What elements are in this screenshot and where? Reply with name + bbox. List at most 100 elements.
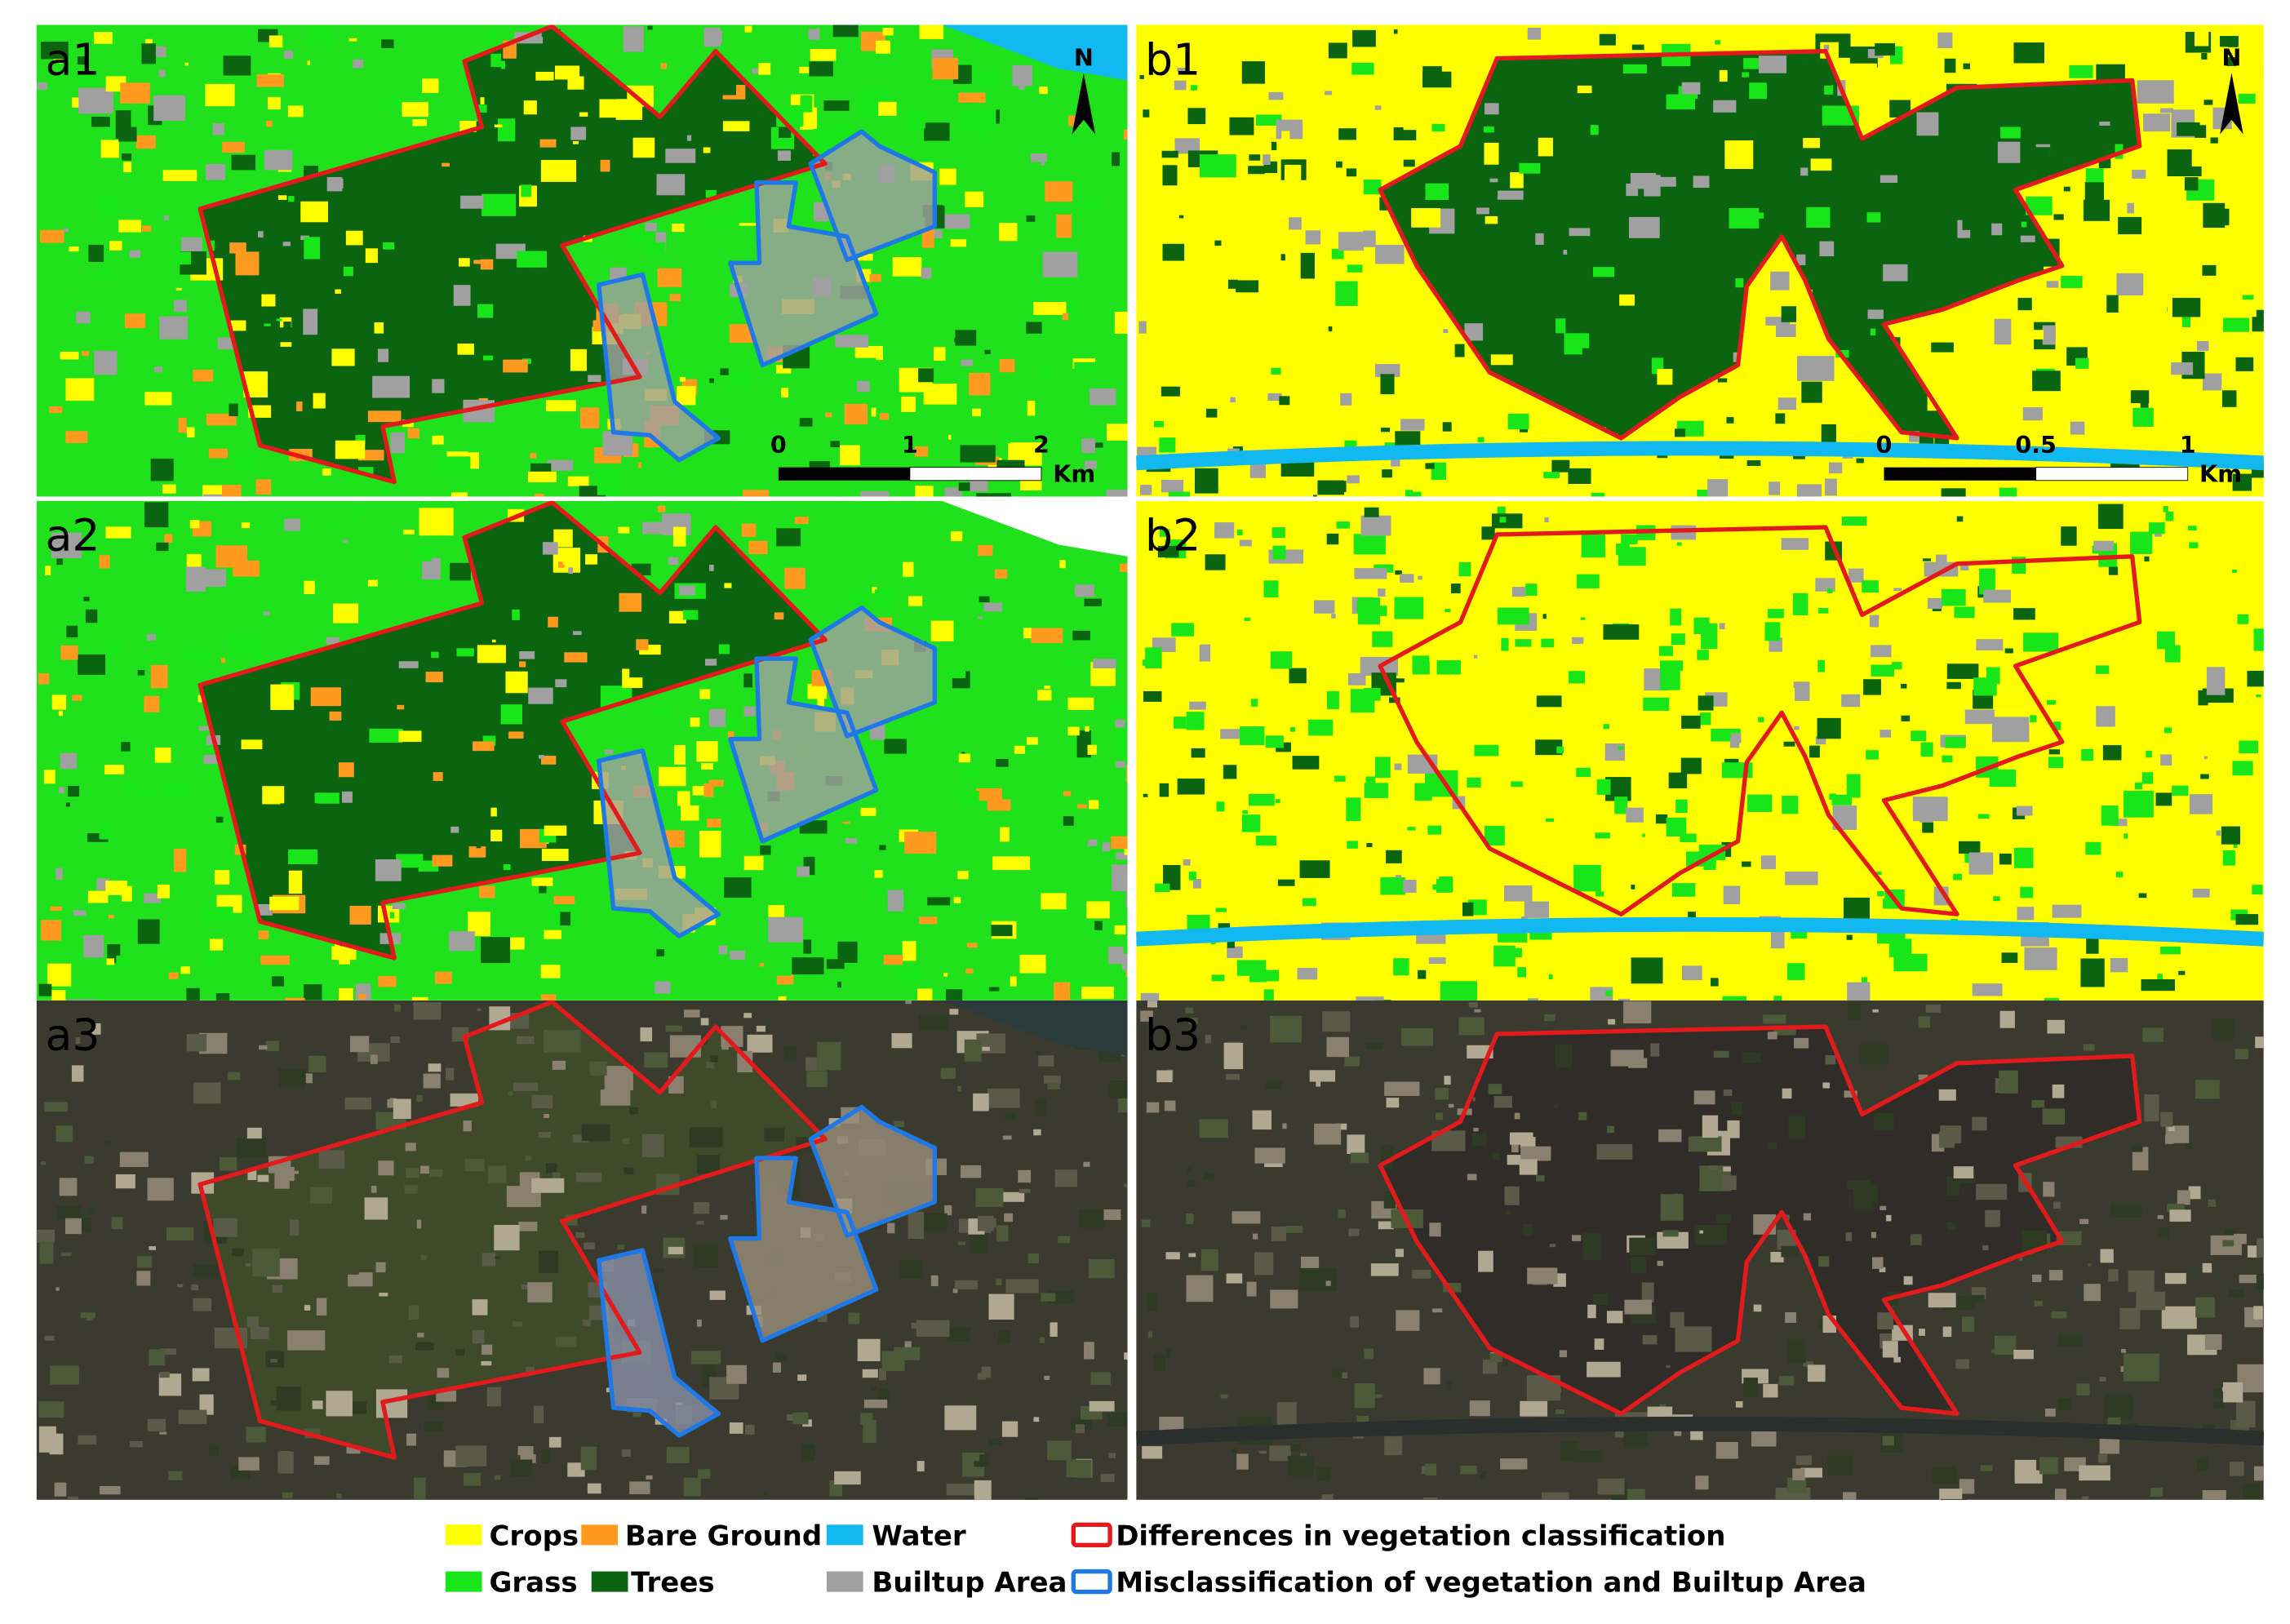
land-patch [1187,915,1210,930]
land-patch [1743,1378,1759,1397]
land-patch [1188,1253,1196,1258]
land-patch [420,1254,427,1261]
land-patch [1941,488,1966,497]
land-patch [1376,437,1385,450]
land-patch [513,1082,539,1091]
land-patch [987,1438,1002,1445]
land-patch [1472,1097,1476,1102]
land-patch [1334,775,1346,782]
land-patch [1644,175,1661,197]
land-patch [1077,804,1087,809]
land-patch [585,554,598,565]
land-patch [2167,1204,2185,1213]
land-patch [1216,801,1225,812]
land-patch [1932,1466,1957,1484]
land-patch [1787,1338,1806,1363]
land-patch [1568,468,1591,485]
land-patch [255,479,272,495]
land-patch [961,359,974,366]
land-patch [1841,516,1867,526]
land-patch [1724,331,1732,337]
land-patch [1702,1115,1719,1138]
land-patch [1226,1273,1243,1284]
land-patch [1498,190,1524,200]
land-patch [259,1045,268,1050]
land-patch [1165,1252,1180,1260]
land-patch [1818,1256,1830,1267]
land-patch [672,223,685,233]
land-patch [1731,1102,1743,1115]
land-patch [348,1274,373,1287]
land-patch [958,92,986,103]
land-patch [320,355,326,362]
land-patch [99,1485,121,1495]
land-patch [2119,1307,2141,1329]
land-patch [1364,783,1389,798]
land-patch [2239,1274,2264,1284]
land-patch [1560,1441,1578,1462]
land-patch [940,1067,956,1080]
land-patch [166,1227,194,1241]
land-patch [1591,492,1605,497]
land-patch [1458,561,1471,577]
land-patch [2197,1458,2208,1471]
land-patch [531,1094,553,1108]
map-panel: a3 [36,1000,1128,1500]
land-patch [1374,364,1400,377]
land-patch [1758,717,1764,722]
land-patch [51,694,67,710]
land-patch [1604,743,1626,761]
land-patch [2237,614,2249,624]
land-patch [283,322,291,329]
panel-label: b2 [1145,510,1200,561]
land-patch [129,250,141,258]
land-patch [1879,1205,1887,1210]
land-patch [1817,350,1822,355]
land-patch [2101,805,2119,826]
land-patch [181,646,206,663]
land-patch [1781,1245,1800,1258]
land-patch [2079,1465,2110,1481]
land-patch [699,830,721,858]
land-patch [1742,72,1750,78]
land-patch [433,772,443,782]
land-patch [1281,131,1290,143]
land-patch [153,631,162,643]
land-patch [229,242,246,254]
land-patch [1764,622,1781,641]
land-patch [1062,313,1069,321]
land-patch [364,1197,388,1220]
land-patch [2048,1270,2063,1280]
land-patch [2163,506,2168,512]
land-patch [1380,374,1395,395]
land-patch [1443,1283,1462,1293]
land-patch [1331,614,1336,619]
land-patch [1356,996,1384,1001]
land-patch [2238,93,2256,104]
land-patch [1883,264,1908,282]
land-patch [1059,560,1066,569]
land-patch [1783,741,1795,747]
land-patch [1737,415,1747,430]
land-patch [1577,85,1592,94]
land-patch [2128,1422,2137,1427]
land-patch [450,826,459,833]
land-patch [1931,342,1954,353]
land-patch [1189,701,1206,710]
land-patch [1026,215,1036,222]
land-patch [1041,1293,1056,1302]
land-patch [513,1321,522,1327]
land-patch [1893,953,1928,972]
land-patch [473,260,483,264]
land-patch [191,1284,199,1291]
land-patch [482,1253,496,1267]
land-patch [65,431,88,443]
land-patch [1140,1010,1153,1022]
land-patch [874,870,883,878]
map-panel: a2 [36,500,1128,1001]
land-patch [617,1245,624,1249]
land-patch [1545,818,1555,823]
land-patch [1606,1311,1623,1324]
land-patch [1271,141,1277,150]
land-patch [1893,588,1902,592]
